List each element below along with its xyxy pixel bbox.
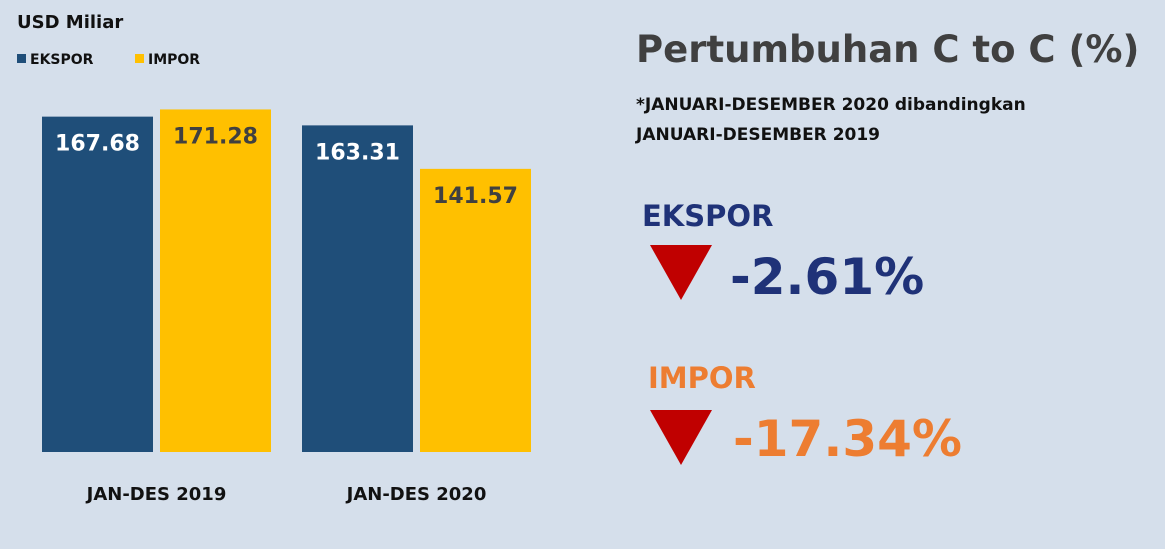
growth-title: Pertumbuhan C to C (%) [636, 28, 1139, 71]
growth-value: -17.34% [733, 410, 962, 468]
bar [302, 125, 413, 452]
down-arrow [650, 245, 712, 300]
value-label: 141.57 [433, 184, 518, 209]
growth-name: IMPOR [648, 361, 756, 395]
growth-note: JANUARI-DESEMBER 2019 [635, 125, 880, 145]
growth-note: *JANUARI-DESEMBER 2020 dibandingkan [636, 95, 1026, 115]
x-tick-label: JAN-DES 2019 [85, 484, 227, 505]
legend-swatch [135, 54, 144, 63]
bar [160, 109, 271, 452]
value-label: 171.28 [173, 124, 258, 149]
x-tick-label: JAN-DES 2020 [345, 484, 487, 505]
legend-label: EKSPOR [30, 52, 94, 68]
growth-value: -2.61% [730, 248, 924, 306]
value-label: 163.31 [315, 140, 400, 165]
legend-swatch [17, 54, 26, 63]
y-axis-label: USD Miliar [17, 12, 123, 33]
down-arrow [650, 410, 712, 465]
legend-label: IMPOR [148, 52, 200, 68]
growth-name: EKSPOR [642, 199, 773, 233]
value-label: 167.68 [55, 132, 140, 157]
bar [420, 168, 531, 453]
bar [42, 116, 153, 452]
